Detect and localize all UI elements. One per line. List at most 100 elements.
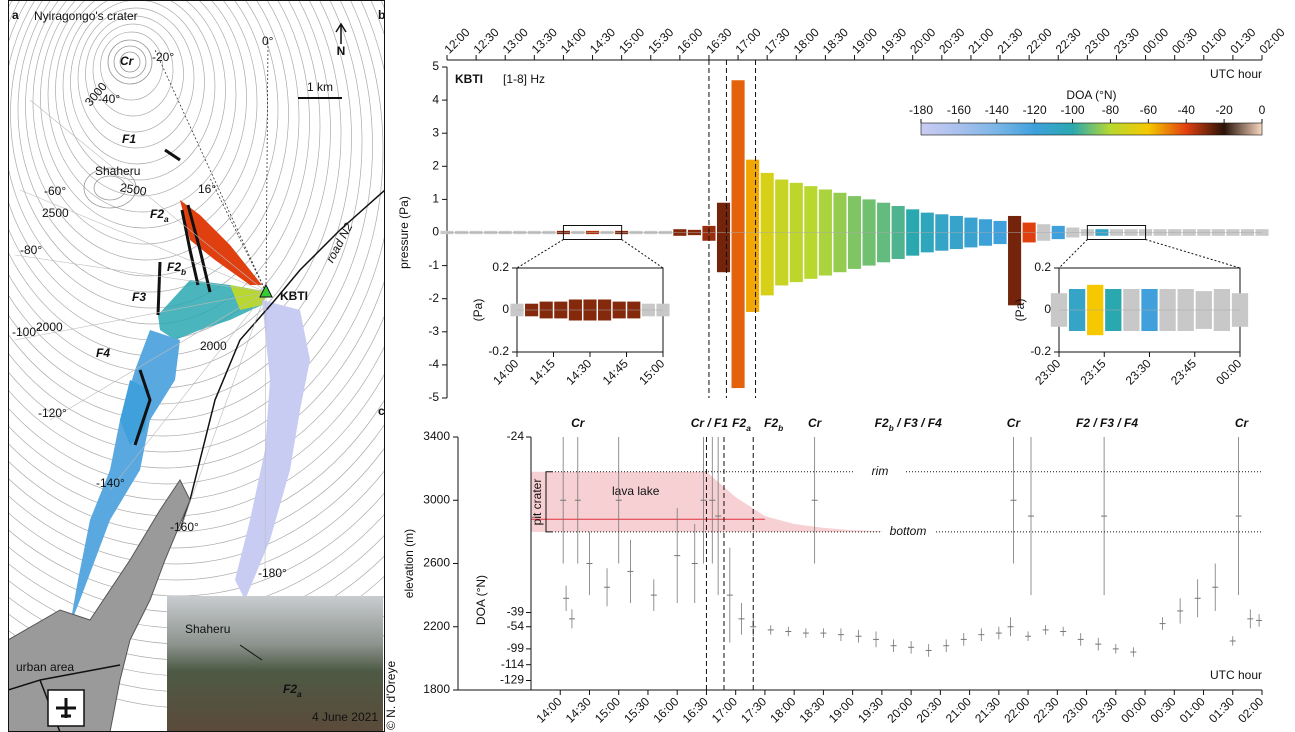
x-tick-label: 14:00 [533, 694, 564, 725]
x-tick-label: 21:00 [943, 694, 974, 725]
fissure-label-main: F3 [132, 290, 146, 304]
phase-label-main: Cr [1235, 416, 1250, 430]
fissure-label-main: F1 [122, 132, 136, 146]
y-tick-label: 0 [432, 225, 439, 239]
x-tick-label: 23:00 [1060, 694, 1091, 725]
lava-lake-label: lava lake [612, 484, 660, 498]
angle-label: -180° [258, 566, 287, 580]
phase-label: Cr [571, 416, 586, 430]
inset-connector [1145, 239, 1241, 269]
y-tick-label: 0 [1044, 302, 1051, 316]
x-tick-label: 20:30 [936, 25, 967, 56]
y-tick-label: -0.2 [488, 344, 509, 358]
fissure-label-main: F2 [150, 207, 164, 221]
x-tick-label: 17:30 [738, 694, 769, 725]
y-tick-label: -5 [428, 390, 439, 404]
level-label-bg [854, 463, 906, 480]
fissure-label-sub: a [164, 214, 169, 224]
x-tick-label: 13:00 [500, 25, 531, 56]
phase-label: Cr [1235, 416, 1250, 430]
inset-connector [1058, 239, 1088, 269]
phase-label-main: Cr [1007, 416, 1022, 430]
x-tick-label: 16:30 [680, 694, 711, 725]
fissure-label-sub: b [181, 267, 186, 277]
x-tick-label: 21:00 [965, 25, 996, 56]
x-tick-label: 23:15 [1077, 356, 1108, 387]
y-tick-label: 1800 [423, 682, 450, 696]
panel-label: a [12, 8, 19, 22]
photo-date: 4 June 2021 [312, 710, 378, 724]
inset-connector [516, 239, 564, 269]
pit-bracket [545, 471, 552, 533]
x-tick-label: 17:00 [709, 694, 740, 725]
x-tick-label: 12:00 [441, 25, 472, 56]
y-axis-label: elevation (m) [402, 529, 416, 598]
y-tick-label: 0.2 [1034, 260, 1051, 274]
waveform-segment [731, 80, 745, 389]
phase-label: Cr [1007, 416, 1022, 430]
x-tick-label: 23:30 [1111, 25, 1142, 56]
y-tick-label: -4 [428, 357, 439, 371]
contour-line [70, 0, 205, 165]
x-tick-label: 00:00 [1118, 694, 1149, 725]
x-tick-label: 18:00 [791, 25, 822, 56]
crater-label: Cr [120, 54, 135, 68]
x-tick-label: 01:00 [1177, 694, 1208, 725]
x-tick-label: 00:30 [1169, 25, 1200, 56]
y-tick-label: 3400 [423, 429, 450, 443]
contour-line [8, 0, 310, 325]
waveform-segment [702, 225, 716, 241]
x-tick-label: 19:00 [826, 694, 857, 725]
angle-label: -20° [152, 50, 174, 64]
x-tick-label: 14:45 [600, 356, 631, 387]
colorbar-tick-label: -160 [947, 103, 971, 117]
y-tick-label: 0.2 [492, 260, 509, 274]
colorbar-tick-label: 0 [1259, 103, 1266, 117]
photo-fissure-main: F2 [283, 682, 297, 696]
x-tick-label: 14:15 [527, 356, 558, 387]
waveform-segment [1008, 215, 1022, 306]
contour-line [25, 0, 268, 261]
angle-label: -60° [44, 184, 66, 198]
contour-line [8, 0, 385, 485]
x-tick-label: 21:30 [972, 694, 1003, 725]
contour-line [8, 0, 300, 309]
y-tick-label: 4 [432, 92, 439, 106]
contour-line [10, 0, 289, 293]
phase-label-main: F2 / F3 / F4 [1076, 416, 1138, 430]
x-tick-label: 18:00 [767, 694, 798, 725]
angle-label: -120° [38, 406, 67, 420]
y-tick-label: 3000 [423, 492, 450, 506]
x-tick-label: 15:00 [616, 25, 647, 56]
x-tick-label: 16:30 [703, 25, 734, 56]
x-tick-label: 12:30 [471, 25, 502, 56]
y-tick-label: 1 [432, 192, 439, 206]
angle-label: -100° [12, 325, 41, 339]
phase-label-sub: a [746, 423, 751, 433]
x-tick-label: 22:30 [1053, 25, 1084, 56]
level-label: rim [872, 464, 889, 478]
x-tick-label: 14:30 [563, 694, 594, 725]
phase-label-sub: b [889, 423, 894, 433]
x-axis-label: UTC hour [1210, 668, 1262, 682]
x-tick-label: 17:00 [733, 25, 764, 56]
fissure-label: F2a [150, 207, 169, 224]
colorbar-label: DOA (°N) [1066, 88, 1116, 102]
colorbar-tick-label: -80 [1102, 103, 1120, 117]
x-tick-label: 14:00 [558, 25, 589, 56]
angle-label: 16° [198, 182, 216, 196]
x-tick-label: 23:30 [1089, 694, 1120, 725]
angle-label: -160° [170, 520, 199, 534]
x-tick-label: 13:30 [529, 25, 560, 56]
x-tick-label: 15:30 [645, 25, 676, 56]
phase-label-main: F2 [764, 416, 778, 430]
doa-axis-label: DOA (°N) [474, 575, 488, 625]
waveform-segment [716, 202, 731, 273]
doa-tick-label: -54 [507, 619, 525, 633]
angle-label: -140° [96, 476, 125, 490]
angle-label: -40° [98, 92, 120, 106]
station-label: KBTI [280, 289, 308, 303]
colorbar-tick-label: -100 [1061, 103, 1085, 117]
